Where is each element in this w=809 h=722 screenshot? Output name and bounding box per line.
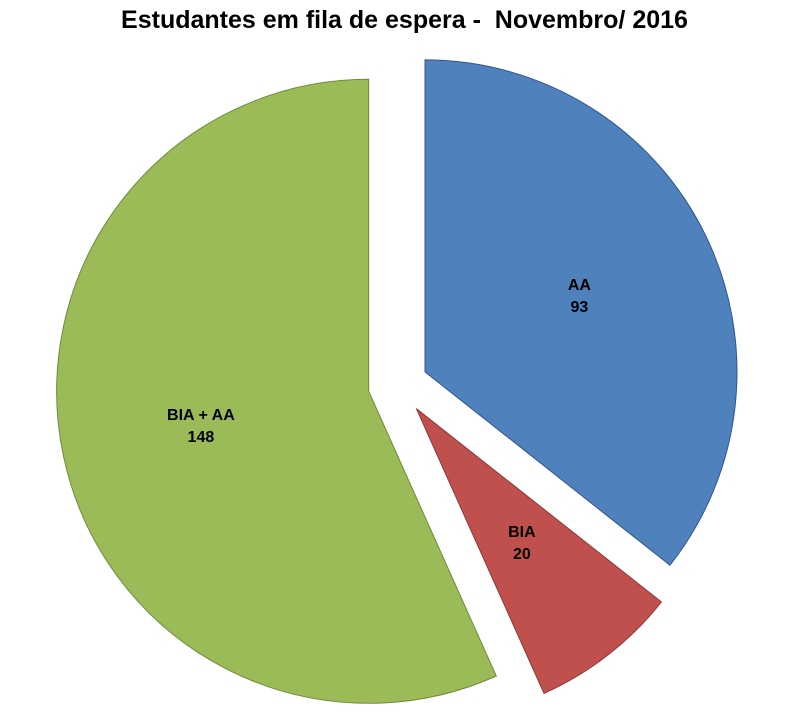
slice-label: BIA + AA 148 <box>167 407 235 446</box>
chart-title: Estudantes em fila de espera - Novembro/… <box>121 6 688 34</box>
slice-label: BIA 20 <box>508 524 536 563</box>
pie-slice-bia <box>415 408 663 695</box>
pie-slice-bia-aa <box>56 78 497 704</box>
pie-slice-aa <box>424 59 738 566</box>
slice-label: AA 93 <box>568 277 592 316</box>
